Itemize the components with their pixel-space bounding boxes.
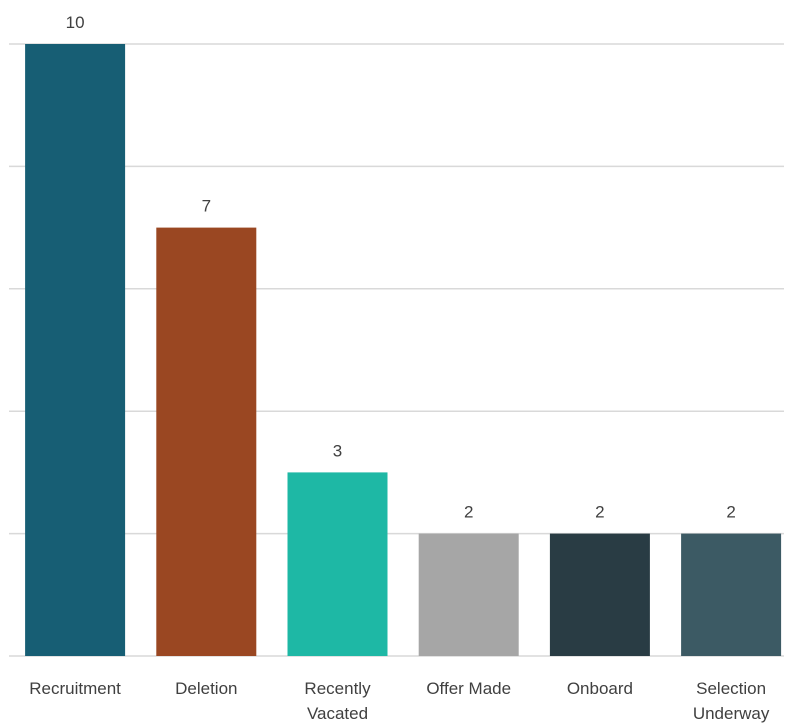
- data-label: 3: [333, 441, 342, 460]
- bar: [25, 44, 126, 656]
- category-label: Offer Made: [426, 679, 511, 698]
- bar: [681, 533, 782, 656]
- category-label: Recruitment: [29, 679, 121, 698]
- data-labels: 10 7 3 2 2 2: [66, 13, 736, 522]
- bars: [25, 44, 782, 656]
- bar: [156, 227, 257, 656]
- data-label: 10: [66, 13, 85, 32]
- category-label: Onboard: [567, 679, 633, 698]
- bar: [549, 533, 650, 656]
- gridlines: [9, 43, 784, 657]
- data-label: 2: [726, 503, 735, 522]
- bar: [418, 533, 519, 656]
- category-label: Selection Underway: [693, 679, 770, 723]
- bar: [287, 472, 388, 656]
- category-labels: Recruitment Deletion Recently Vacated Offer …: [29, 679, 770, 723]
- category-label: Deletion: [175, 679, 237, 698]
- category-label: Recently Vacated: [304, 679, 371, 723]
- data-label: 2: [464, 503, 473, 522]
- data-label: 7: [202, 197, 211, 216]
- data-label: 2: [595, 503, 604, 522]
